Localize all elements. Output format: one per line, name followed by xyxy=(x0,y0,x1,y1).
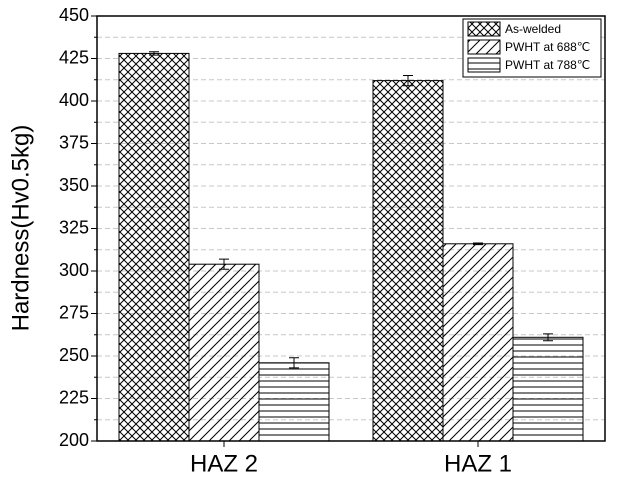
y-tick-label: 250 xyxy=(59,345,89,365)
y-tick-label: 300 xyxy=(59,260,89,280)
y-tick-label: 400 xyxy=(59,90,89,110)
legend-label: As-welded xyxy=(505,22,561,36)
x-tick-label: HAZ 1 xyxy=(444,450,512,477)
bar xyxy=(188,263,260,442)
error-bar xyxy=(219,258,229,270)
bar xyxy=(372,80,444,442)
y-tick-label: 350 xyxy=(59,175,89,195)
error-bar xyxy=(403,75,413,87)
y-tick-label: 325 xyxy=(59,217,89,237)
error-bar xyxy=(289,357,299,369)
x-tick-label: HAZ 2 xyxy=(190,450,258,477)
legend-swatch xyxy=(467,21,501,37)
error-bar xyxy=(543,333,553,342)
bar xyxy=(258,362,330,442)
plot-frame xyxy=(96,15,606,442)
bar xyxy=(442,243,514,442)
y-tick-label: 450 xyxy=(59,5,89,25)
y-tick-label: 200 xyxy=(59,430,89,450)
legend-label: PWHT at 788℃ xyxy=(505,58,590,72)
error-bar xyxy=(149,51,159,56)
legend-swatch xyxy=(467,39,501,55)
bar xyxy=(118,52,190,442)
y-tick-label: 375 xyxy=(59,132,89,152)
y-tick-label: 225 xyxy=(59,387,89,407)
bar xyxy=(512,336,584,442)
legend-swatch xyxy=(467,57,501,73)
error-bar xyxy=(473,242,483,246)
legend-label: PWHT at 688℃ xyxy=(505,40,590,54)
y-tick-label: 425 xyxy=(59,47,89,67)
y-axis-label: Hardness(Hv0.5kg) xyxy=(7,125,34,332)
y-tick-label: 275 xyxy=(59,302,89,322)
